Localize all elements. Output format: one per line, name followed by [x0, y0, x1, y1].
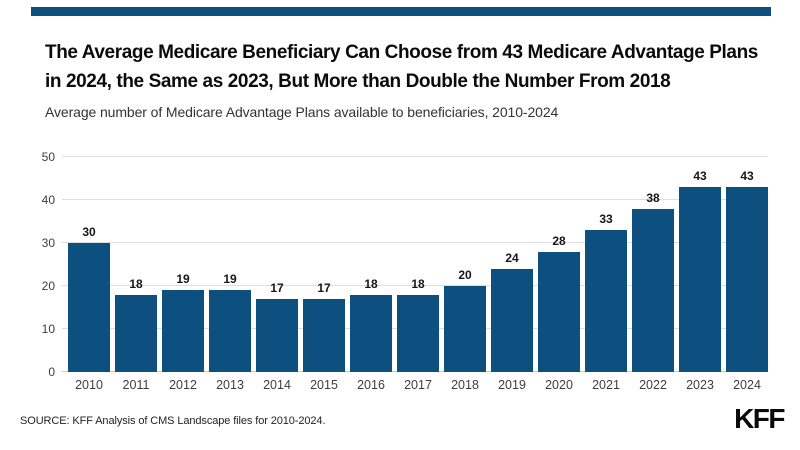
bar [397, 294, 439, 372]
bar-value-label: 38 [646, 190, 660, 205]
brand-top-bar [31, 7, 771, 16]
page-title-line-2: in 2024, the Same as 2023, But More than… [45, 71, 671, 92]
x-axis-tick-label: 2011 [122, 378, 150, 392]
x-axis-tick-label: 2019 [498, 378, 526, 392]
plot-area: 30 2010 18 2011 19 2012 19 2013 17 2014 17 2015 18 20… [62, 156, 768, 392]
bar-value-label: 18 [411, 276, 425, 291]
bar-value-label: 24 [505, 250, 519, 265]
bar-value-label: 18 [364, 276, 378, 291]
bar [256, 298, 298, 372]
x-axis-tick-label: 2015 [310, 378, 338, 392]
x-axis-tick-label: 2014 [263, 378, 291, 392]
bar-value-label: 18 [129, 276, 143, 291]
bar [491, 268, 533, 372]
x-axis-tick-label: 2017 [404, 378, 432, 392]
page-title-line-1: The Average Medicare Beneficiary Can Cho… [45, 42, 758, 63]
chart-subtitle: Average number of Medicare Advantage Pla… [45, 104, 559, 120]
y-axis-tick-label: 50 [41, 150, 55, 164]
kff-logo: KFF [734, 403, 785, 434]
bar [444, 286, 486, 372]
bar [68, 243, 110, 372]
gridline [62, 156, 768, 157]
gridline [62, 199, 768, 200]
bar-value-label: 43 [740, 169, 754, 184]
x-axis-tick-label: 2024 [733, 378, 761, 392]
bar-value-label: 19 [223, 272, 237, 287]
bar [679, 187, 721, 372]
bar [115, 294, 157, 372]
bar-value-label: 17 [270, 280, 284, 295]
bar-value-label: 28 [552, 233, 566, 248]
bar-value-label: 17 [317, 280, 331, 295]
x-axis-tick-label: 2018 [451, 378, 479, 392]
bar [162, 290, 204, 372]
x-axis-tick-label: 2010 [75, 378, 103, 392]
bar [303, 298, 345, 372]
bar [209, 290, 251, 372]
x-axis-tick-label: 2012 [169, 378, 197, 392]
y-axis-tick-label: 40 [41, 193, 55, 207]
gridline [62, 285, 768, 286]
x-axis-tick-label: 2016 [357, 378, 385, 392]
gridline [62, 242, 768, 243]
bar [538, 251, 580, 372]
source-note: SOURCE: KFF Analysis of CMS Landscape fi… [20, 415, 326, 427]
bar [632, 208, 674, 372]
x-axis-tick-label: 2020 [545, 378, 573, 392]
page-title: The Average Medicare Beneficiary Can Cho… [45, 38, 775, 96]
y-axis-tick-label: 20 [41, 279, 55, 293]
y-axis-tick-label: 30 [41, 236, 55, 250]
bar-value-label: 43 [693, 169, 707, 184]
y-axis-tick-label: 10 [41, 322, 55, 336]
bar-value-label: 30 [82, 225, 96, 239]
bar [350, 294, 392, 372]
y-axis-tick-label: 0 [48, 365, 55, 379]
bar [585, 230, 627, 372]
x-axis-tick-label: 2013 [216, 378, 244, 392]
bar-value-label: 19 [176, 272, 190, 287]
bar [726, 187, 768, 372]
x-axis-tick-label: 2021 [592, 378, 620, 392]
bar-value-label: 20 [458, 268, 472, 282]
x-axis-tick-label: 2022 [639, 378, 667, 392]
bar-value-label: 33 [599, 212, 613, 227]
x-axis-tick-label: 2023 [686, 378, 714, 392]
